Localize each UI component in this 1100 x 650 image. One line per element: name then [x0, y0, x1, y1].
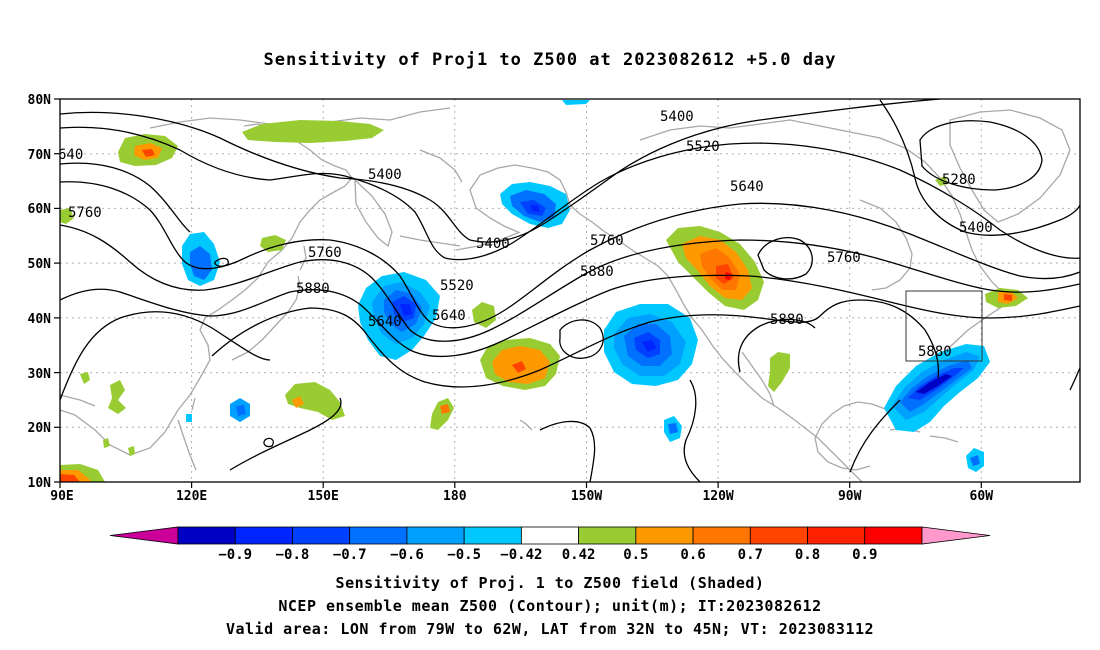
caption-line-3: Valid area: LON from 79W to 62W, LAT fro…: [225, 620, 875, 638]
colorbar-swatch: [864, 526, 923, 545]
colorbar-swatch: [520, 526, 580, 545]
colorbar-label: −0.7: [333, 547, 367, 563]
colorbar-swatch: [635, 526, 694, 545]
lon-label: 120W: [702, 489, 733, 504]
lon-label: 60W: [970, 489, 994, 504]
colorbar-label: 0.8: [795, 547, 820, 563]
lon-label: 90E: [50, 489, 73, 504]
lon-label: 150W: [571, 489, 602, 504]
colorbar-label: 0.9: [852, 547, 877, 563]
contour-label: 5400: [368, 167, 402, 183]
lat-label: 80N: [28, 93, 52, 108]
colorbar-swatch: [807, 526, 866, 545]
colorbar-swatch: [234, 526, 293, 545]
contour-label: 5520: [440, 278, 474, 294]
lat-label: 30N: [28, 367, 52, 382]
caption-line-1: Sensitivity of Proj. 1 to Z500 field (Sh…: [335, 574, 765, 592]
lon-label: 180: [443, 489, 467, 504]
coastlines: [60, 107, 1071, 482]
longitude-labels: 90E 120E 150E 180 150W 120W 90W 60W: [50, 489, 993, 504]
lon-label: 150E: [308, 489, 339, 504]
colorbar-swatch: [292, 526, 351, 545]
lat-label: 10N: [28, 476, 52, 491]
lon-label: 90W: [838, 489, 862, 504]
colorbar-label: 0.42: [562, 547, 596, 563]
colorbar-label: 0.5: [623, 547, 648, 563]
lat-label: 40N: [28, 312, 52, 327]
colorbar-swatch: [177, 526, 236, 545]
lat-label: 70N: [28, 148, 52, 163]
lat-label: 50N: [28, 257, 52, 272]
colorbar-swatch: [578, 526, 637, 545]
colorbar-swatch: [463, 526, 522, 545]
colorbar-labels: −0.9 −0.8 −0.7 −0.6 −0.5 −0.42 0.42 0.5 0.6 0.7 0.…: [218, 547, 877, 563]
contour-label: 5520: [686, 139, 720, 155]
z500-contours: [60, 99, 1080, 482]
contour-label: 5760: [68, 205, 102, 221]
contour-label: 640: [58, 147, 83, 163]
colorbar: [109, 526, 991, 545]
contour-label: 5640: [730, 179, 764, 195]
colorbar-label: 0.7: [738, 547, 763, 563]
contour-label: 5400: [959, 220, 993, 236]
lat-label: 60N: [28, 202, 52, 217]
contour-label: 5400: [476, 236, 510, 252]
contour-label: 5640: [432, 308, 466, 324]
map-border: [59, 98, 1081, 483]
contour-label: 5640: [368, 314, 402, 330]
colorbar-swatch: [692, 526, 751, 545]
map-title: Sensitivity of Proj1 to Z500 at 20230826…: [263, 50, 837, 70]
colorbar-swatch: [349, 526, 408, 545]
contour-label: 5880: [296, 281, 330, 297]
contour-labels: 5400 5520 5640 5280 5400 5760 5400 5400 …: [58, 109, 993, 360]
valid-area-box: [905, 290, 983, 362]
colorbar-label: −0.9: [218, 547, 252, 563]
contour-label: 5880: [580, 264, 614, 280]
colorbar-label: −0.42: [500, 547, 542, 563]
colorbar-label: 0.6: [680, 547, 705, 563]
contour-label: 5760: [590, 233, 624, 249]
contour-label: 5880: [770, 312, 804, 328]
shaded-sensitivity: [60, 100, 1028, 482]
contour-label: 5880: [918, 344, 952, 360]
colorbar-low-extension: [109, 526, 179, 545]
colorbar-label: −0.5: [447, 547, 481, 563]
axis-ticks: [54, 98, 982, 488]
contour-label: 5280: [942, 172, 976, 188]
lat-label: 20N: [28, 421, 52, 436]
contour-label: 5400: [660, 109, 694, 125]
colorbar-swatch: [406, 526, 465, 545]
colorbar-label: −0.6: [390, 547, 424, 563]
contour-label: 5760: [827, 250, 861, 266]
latitude-labels: 80N 70N 60N 50N 40N 30N 20N 10N: [28, 93, 52, 491]
caption-line-2: NCEP ensemble mean Z500 (Contour); unit(…: [278, 597, 822, 615]
colorbar-swatch: [749, 526, 808, 545]
lon-label: 120E: [176, 489, 207, 504]
contour-label: 5760: [308, 245, 342, 261]
colorbar-high-extension: [921, 526, 991, 545]
colorbar-label: −0.8: [276, 547, 310, 563]
